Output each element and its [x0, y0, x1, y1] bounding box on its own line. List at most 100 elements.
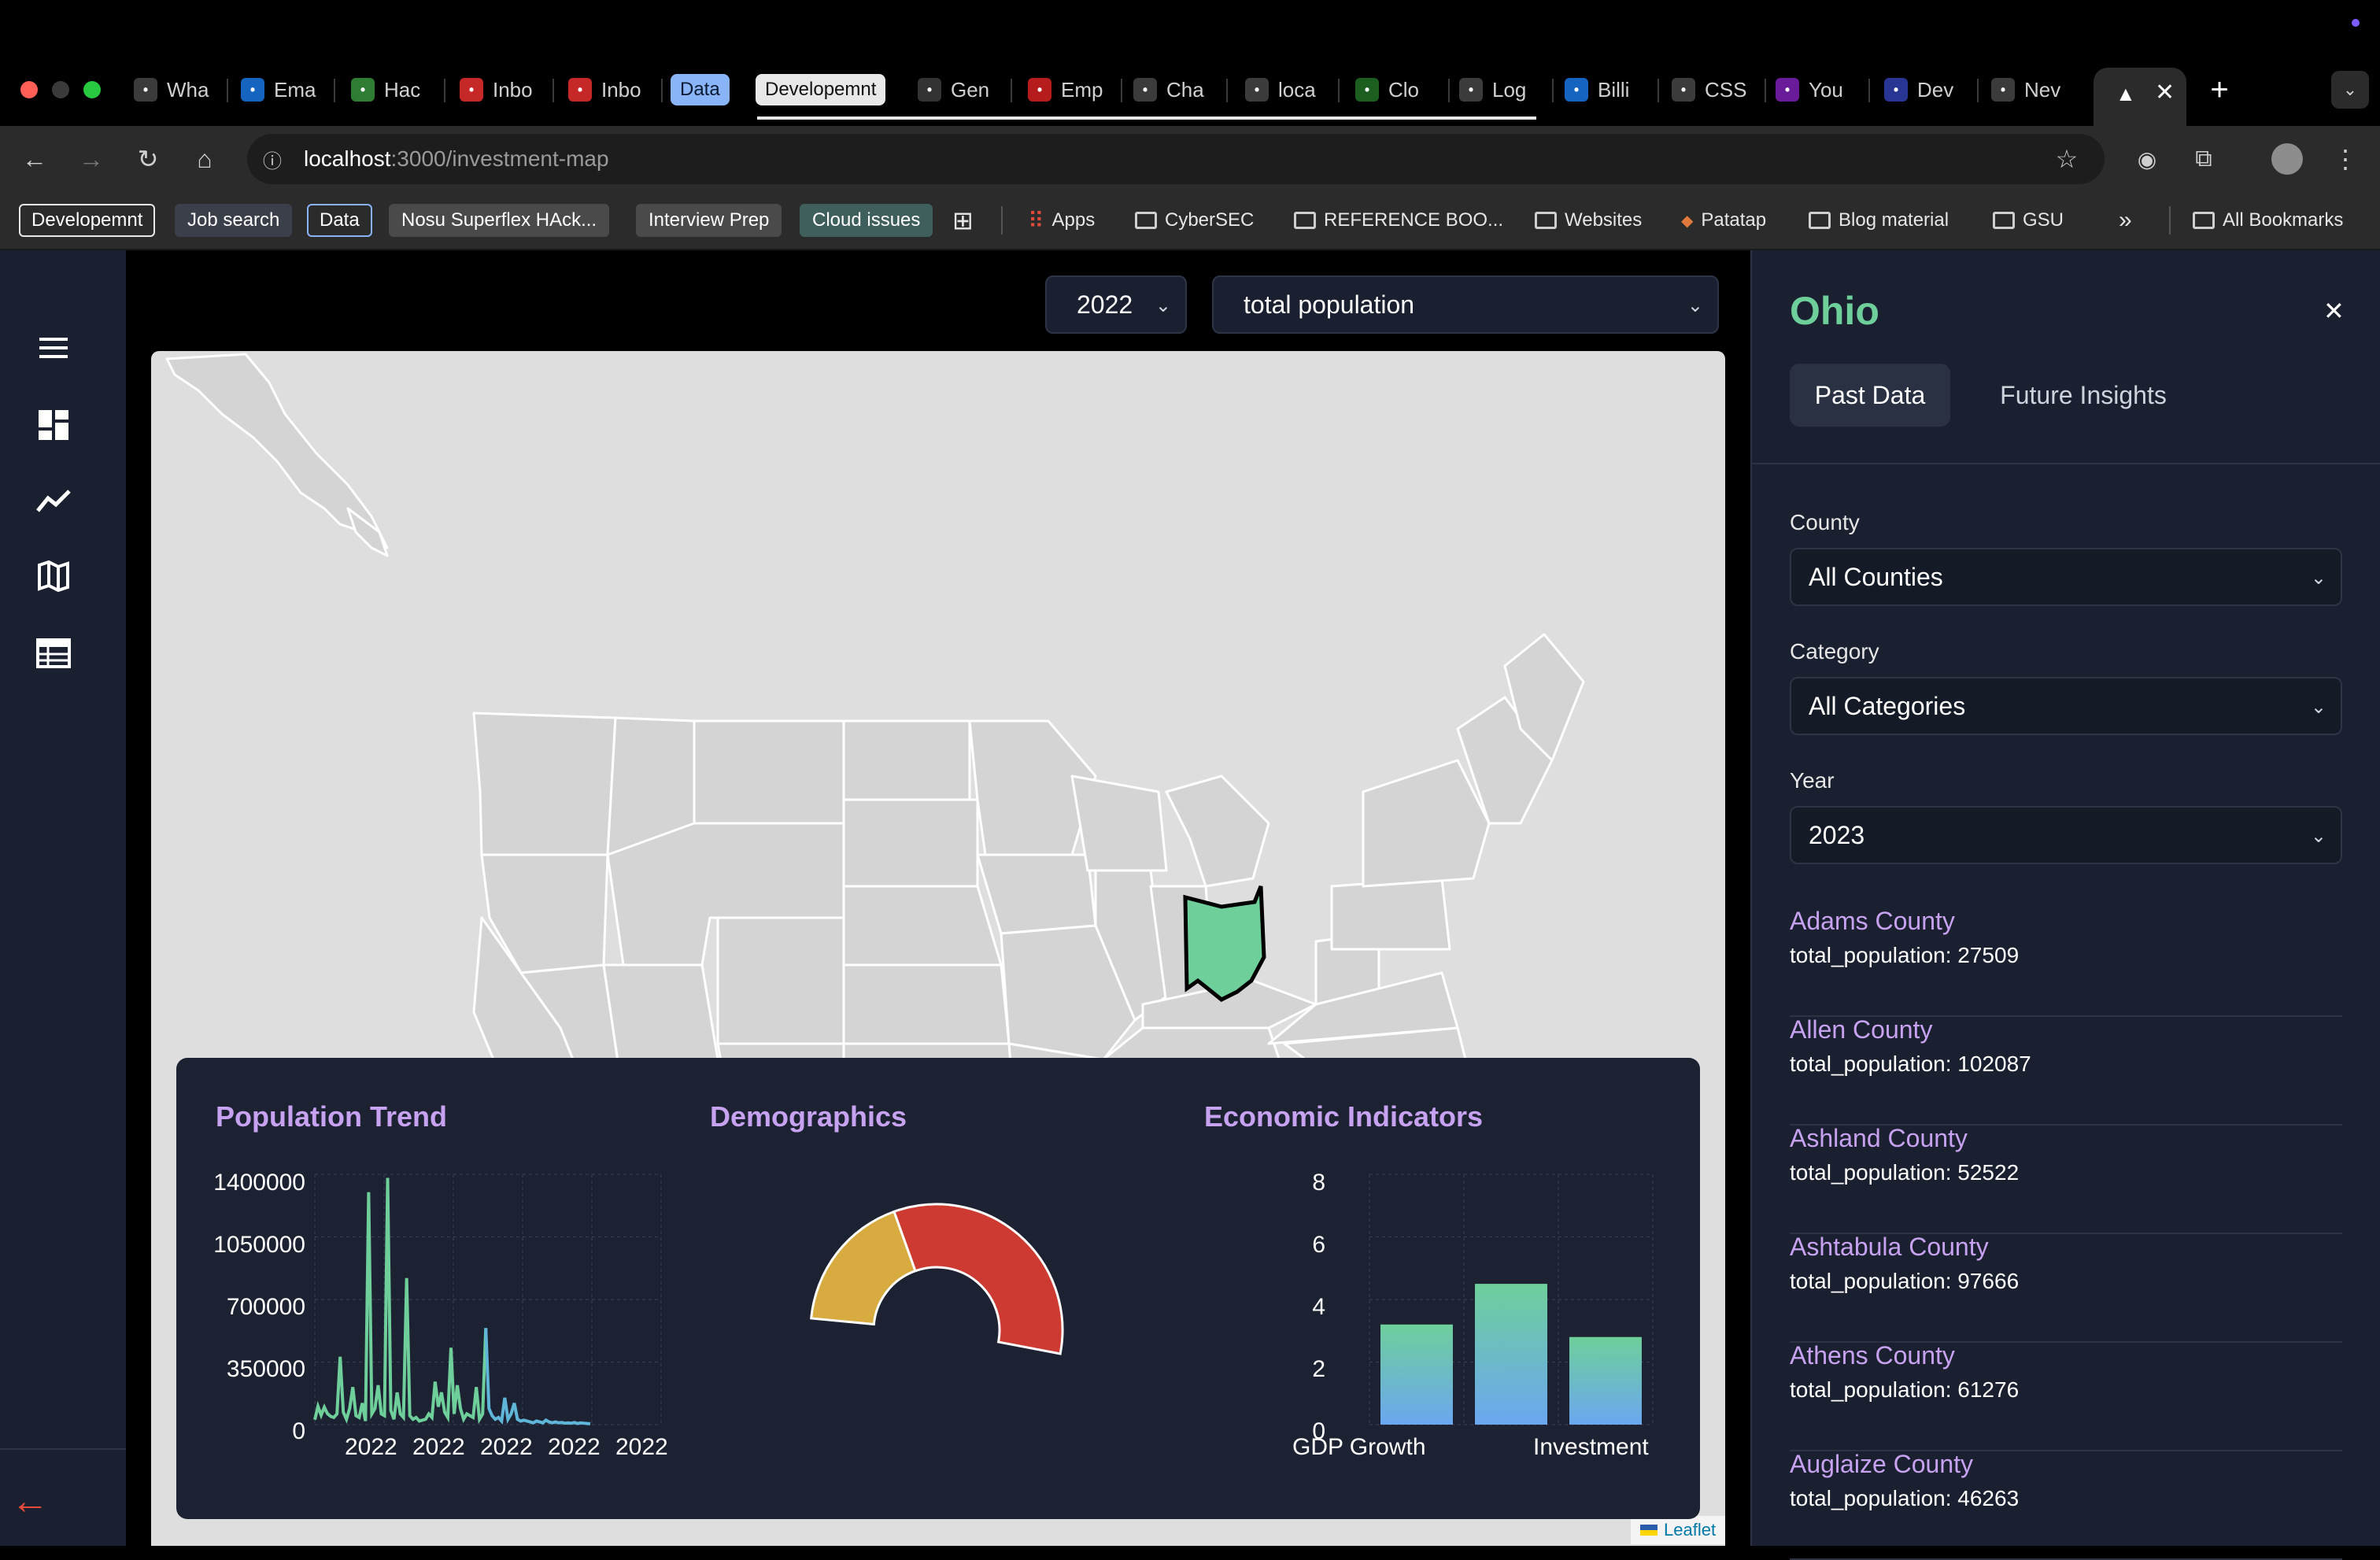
year-label: Year — [1790, 768, 1835, 793]
browser-tab[interactable]: • Hac — [351, 68, 427, 112]
globe-icon: • — [351, 78, 375, 102]
bookmark-item[interactable]: GSU — [1993, 205, 2064, 236]
county-population: total_population: 27509 — [1790, 943, 2020, 967]
trend-line-icon[interactable] — [35, 482, 72, 519]
bookmark-item[interactable]: Nosu Superflex HAck... — [389, 204, 610, 237]
site-info-icon[interactable]: ⓘ — [263, 150, 282, 172]
browser-tab[interactable]: • Gen — [918, 68, 993, 112]
extension-avatar-icon[interactable]: ◉ — [2137, 146, 2157, 172]
bookmark-item[interactable]: ◆ Patatap — [1681, 205, 1766, 236]
browser-menu-icon[interactable]: ⋮ — [2333, 145, 2358, 173]
reload-icon[interactable]: ↻ — [137, 145, 159, 173]
tab-group-chip[interactable]: Developemnt — [756, 74, 886, 105]
forward-icon[interactable]: → — [79, 144, 104, 173]
minimize-window-button[interactable] — [52, 81, 69, 98]
browser-tab[interactable]: • Inbo — [460, 68, 535, 112]
gmail-icon: • — [568, 78, 592, 102]
close-tab-icon[interactable]: ✕ — [2155, 79, 2175, 105]
browser-tab[interactable]: • You — [1776, 68, 1851, 112]
population-x-tick: 2022 — [480, 1434, 533, 1460]
county-list-item[interactable]: Athens County total_population: 61276 — [1790, 1341, 2342, 1451]
year-select[interactable]: 2023 ⌄ — [1790, 806, 2342, 864]
bookmark-item[interactable]: Blog material — [1809, 205, 1949, 236]
profile-avatar[interactable] — [2268, 140, 2306, 178]
bookmark-item[interactable]: Data — [307, 204, 372, 237]
browser-tab[interactable]: • Cha — [1133, 68, 1209, 112]
population-trend-chart — [313, 1174, 662, 1425]
wisconsin-shape — [1070, 774, 1168, 872]
bookmark-label: Patatap — [1701, 209, 1767, 231]
county-list-item[interactable]: Ashtabula County total_population: 97666 — [1790, 1233, 2342, 1343]
browser-tab[interactable]: • Inbo — [568, 68, 644, 112]
tab-groups-grid-icon[interactable]: ⊞ — [952, 206, 974, 235]
all-bookmarks-button[interactable]: All Bookmarks — [2193, 205, 2343, 236]
county-population: total_population: 97666 — [1790, 1269, 2020, 1293]
tab-separator — [1868, 79, 1870, 102]
map-icon[interactable] — [35, 557, 72, 595]
category-select[interactable]: All Categories ⌄ — [1790, 677, 2342, 735]
bookmark-item[interactable]: REFERENCE BOO... — [1294, 205, 1503, 236]
browser-tab[interactable]: • Nev — [1991, 68, 2067, 112]
year-filter-select[interactable]: 2022 ⌄ — [1045, 275, 1187, 334]
extensions-puzzle-icon[interactable]: ⧉ — [2195, 146, 2212, 172]
economic-indicators-title: Economic Indicators — [1204, 1100, 1484, 1133]
browser-tab-label: Emp — [1061, 77, 1103, 102]
tab-group-chip[interactable]: Data — [671, 74, 730, 105]
browser-tab[interactable]: • Log — [1459, 68, 1535, 112]
d-icon: • — [1884, 78, 1908, 102]
tab-future-insights[interactable]: Future Insights — [1977, 364, 2190, 427]
collapse-arrow-icon[interactable]: ← — [11, 1481, 49, 1522]
browser-tab[interactable]: • Ema — [241, 68, 316, 112]
maximize-window-button[interactable] — [83, 81, 101, 98]
codepen-icon: • — [1672, 78, 1695, 102]
tab-separator — [661, 79, 663, 102]
bookmark-item[interactable]: Interview Prep — [636, 204, 782, 237]
bookmark-item[interactable]: Cloud issues — [800, 204, 933, 237]
back-icon[interactable]: ← — [22, 144, 47, 173]
ohio-highlight-shape[interactable] — [1183, 885, 1266, 1002]
close-window-button[interactable] — [20, 81, 38, 98]
browser-tab-label: You — [1809, 77, 1843, 102]
county-list-item[interactable]: Adams County total_population: 27509 — [1790, 907, 2342, 1017]
bookmark-item[interactable]: Developemnt — [19, 204, 156, 237]
leaflet-attribution-link[interactable]: Leaflet — [1631, 1516, 1726, 1544]
michigan-shape — [1165, 774, 1270, 888]
county-list-item[interactable]: Ashland County total_population: 52522 — [1790, 1124, 2342, 1234]
browser-tab[interactable]: • Dev — [1884, 68, 1960, 112]
bookmark-item[interactable]: ⠿ Apps — [1028, 205, 1095, 236]
browser-tab[interactable]: • Wha — [134, 68, 209, 112]
browser-tab-label: Hac — [384, 77, 421, 102]
county-select[interactable]: All Counties ⌄ — [1790, 548, 2342, 606]
tab-separator — [1658, 79, 1659, 102]
active-tab[interactable]: ▲ ✕ — [2094, 68, 2186, 126]
browser-tab[interactable]: • Billi — [1565, 68, 1640, 112]
tab-search-button[interactable]: ⌄ — [2331, 71, 2369, 109]
dashboard-icon[interactable] — [35, 406, 72, 444]
bookmark-item[interactable]: Websites — [1535, 205, 1642, 236]
address-bar[interactable] — [247, 134, 2105, 184]
population-y-tick: 1050000 — [213, 1232, 305, 1258]
tab-past-data[interactable]: Past Data — [1790, 364, 1950, 427]
tab-separator — [227, 79, 228, 102]
browser-tab[interactable]: • Clo — [1355, 68, 1431, 112]
county-list-item[interactable]: Allen County total_population: 102087 — [1790, 1015, 2342, 1126]
browser-tab[interactable]: • loca — [1245, 68, 1321, 112]
home-icon[interactable]: ⌂ — [197, 144, 213, 173]
bookmark-item[interactable]: CyberSEC — [1135, 205, 1254, 236]
browser-tab[interactable]: • CSS — [1672, 68, 1747, 112]
bookmarks-overflow-icon[interactable]: » — [2119, 207, 2132, 233]
hamburger-menu-icon[interactable] — [35, 329, 72, 367]
table-icon[interactable] — [35, 634, 72, 672]
county-list-item[interactable]: Auglaize County total_population: 46263 — [1790, 1450, 2342, 1560]
close-icon[interactable]: ✕ — [2323, 297, 2345, 325]
browser-tab[interactable]: • Emp — [1028, 68, 1103, 112]
bookmark-star-icon[interactable]: ☆ — [2055, 145, 2079, 173]
bookmark-item[interactable]: Job search — [175, 204, 293, 237]
tab-separator — [1121, 79, 1122, 102]
metric-filter-select[interactable]: total population ⌄ — [1212, 275, 1719, 334]
url-text[interactable]: localhost:3000/investment-map — [304, 146, 609, 172]
population-trend-title: Population Trend — [216, 1100, 447, 1133]
tab-separator — [1448, 79, 1450, 102]
youtube-icon: • — [1776, 78, 1799, 102]
new-tab-button[interactable]: + — [2210, 72, 2229, 107]
